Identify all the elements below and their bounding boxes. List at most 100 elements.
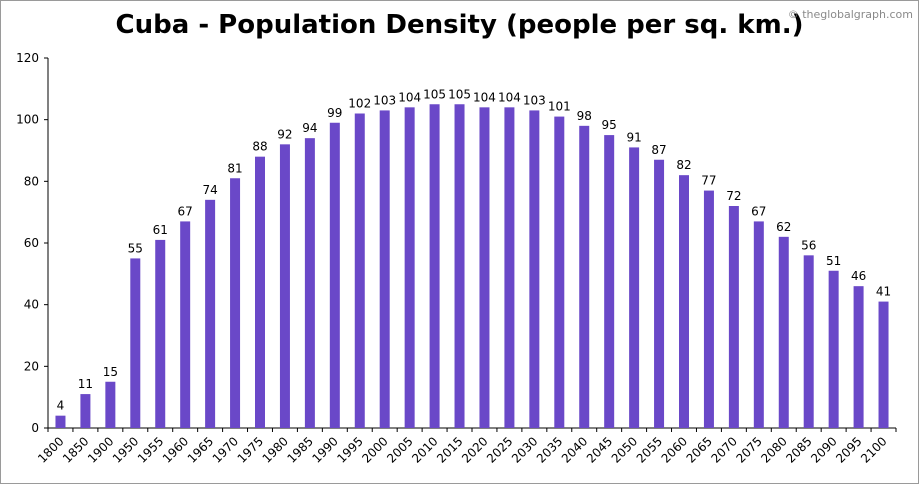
- data-label-1950: 55: [128, 241, 143, 255]
- bar-2045: [604, 135, 615, 429]
- category-label-1960: 1960: [160, 434, 191, 465]
- category-label-2000: 2000: [359, 434, 390, 465]
- bar-2065: [703, 190, 714, 428]
- data-label-2050: 91: [626, 130, 641, 144]
- bar-2035: [554, 116, 565, 428]
- data-label-1975: 88: [252, 140, 267, 154]
- bar-2015: [454, 104, 465, 428]
- bar-2020: [479, 107, 490, 428]
- category-label-2095: 2095: [833, 434, 864, 465]
- data-label-2070: 72: [726, 189, 741, 203]
- chart-title: Cuba - Population Density (people per sq…: [115, 10, 804, 40]
- data-label-2060: 82: [676, 158, 691, 172]
- category-label-2045: 2045: [584, 434, 615, 465]
- category-labels: 1800185019001950195519601965197019751980…: [35, 434, 890, 465]
- watermark: © theglobalgraph.com: [787, 8, 913, 21]
- category-label-1965: 1965: [185, 434, 216, 465]
- data-label-2075: 67: [751, 204, 766, 218]
- bar-2000: [379, 110, 390, 429]
- data-label-1970: 81: [227, 161, 242, 175]
- data-label-2095: 46: [851, 269, 866, 283]
- category-label-1990: 1990: [309, 434, 340, 465]
- data-label-1995: 102: [348, 97, 371, 111]
- category-label-1985: 1985: [285, 434, 316, 465]
- category-label-2065: 2065: [684, 434, 715, 465]
- category-label-2085: 2085: [783, 434, 814, 465]
- data-label-1990: 99: [327, 106, 342, 120]
- bar-1980: [279, 144, 290, 429]
- bar-2055: [654, 159, 665, 428]
- y-tick-label: 20: [24, 359, 39, 373]
- bar-2050: [629, 147, 640, 428]
- bars: [55, 104, 889, 429]
- data-label-2045: 95: [602, 118, 617, 132]
- category-label-2075: 2075: [733, 434, 764, 465]
- y-tick-label: 100: [16, 113, 39, 127]
- bar-1995: [354, 113, 365, 428]
- category-label-2040: 2040: [559, 434, 590, 465]
- category-label-2010: 2010: [409, 434, 440, 465]
- bar-2100: [878, 301, 889, 428]
- data-label-1900: 15: [103, 365, 118, 379]
- bar-1970: [230, 178, 241, 428]
- axes: 0 20 40 60 80 100 120: [16, 51, 897, 435]
- bar-1985: [304, 138, 315, 428]
- bar-1965: [205, 199, 216, 428]
- data-label-1960: 67: [178, 204, 193, 218]
- data-label-2020: 104: [473, 90, 496, 104]
- category-label-2015: 2015: [434, 434, 465, 465]
- data-label-1955: 61: [153, 223, 168, 237]
- bar-2075: [753, 221, 764, 428]
- bar-2030: [529, 110, 540, 429]
- data-label-1800: 4: [57, 399, 65, 413]
- bar-1960: [180, 221, 191, 428]
- category-label-1970: 1970: [210, 434, 241, 465]
- category-label-1995: 1995: [334, 434, 365, 465]
- data-label-2010: 105: [423, 87, 446, 101]
- bar-1990: [329, 122, 340, 428]
- data-label-2100: 41: [876, 285, 891, 299]
- bar-1950: [130, 258, 141, 428]
- category-label-2030: 2030: [509, 434, 540, 465]
- bar-2025: [504, 107, 515, 428]
- category-label-2070: 2070: [709, 434, 740, 465]
- data-label-1985: 94: [302, 121, 317, 135]
- category-label-1955: 1955: [135, 434, 166, 465]
- data-label-2035: 101: [548, 100, 571, 114]
- data-label-2090: 51: [826, 254, 841, 268]
- category-label-2035: 2035: [534, 434, 565, 465]
- category-label-1980: 1980: [260, 434, 291, 465]
- y-tick-label: 0: [31, 421, 39, 435]
- data-label-2080: 62: [776, 220, 791, 234]
- bar-2070: [728, 206, 739, 428]
- data-label-2085: 56: [801, 238, 816, 252]
- category-label-2005: 2005: [384, 434, 415, 465]
- bar-1900: [105, 381, 116, 428]
- bar-2060: [679, 175, 689, 428]
- y-tick-label: 40: [24, 298, 39, 312]
- bar-2090: [828, 270, 839, 428]
- data-label-2000: 103: [373, 93, 396, 107]
- category-label-2020: 2020: [459, 434, 490, 465]
- category-label-2100: 2100: [858, 434, 889, 465]
- bar-1800: [55, 415, 66, 428]
- bar-1975: [255, 156, 265, 428]
- bar-1955: [155, 239, 166, 428]
- category-label-1850: 1850: [60, 434, 91, 465]
- category-label-2050: 2050: [609, 434, 640, 465]
- data-label-2030: 103: [523, 93, 546, 107]
- bar-2005: [404, 107, 415, 428]
- category-label-2080: 2080: [758, 434, 789, 465]
- category-label-1975: 1975: [235, 434, 266, 465]
- bar-2095: [853, 286, 864, 428]
- bar-2040: [579, 125, 590, 428]
- data-label-2005: 104: [398, 90, 421, 104]
- data-label-2040: 98: [577, 109, 592, 123]
- data-label-1965: 74: [202, 183, 217, 197]
- category-label-2025: 2025: [484, 434, 515, 465]
- bar-2010: [429, 104, 440, 428]
- data-label-2015: 105: [448, 87, 471, 101]
- bar-1850: [80, 394, 91, 428]
